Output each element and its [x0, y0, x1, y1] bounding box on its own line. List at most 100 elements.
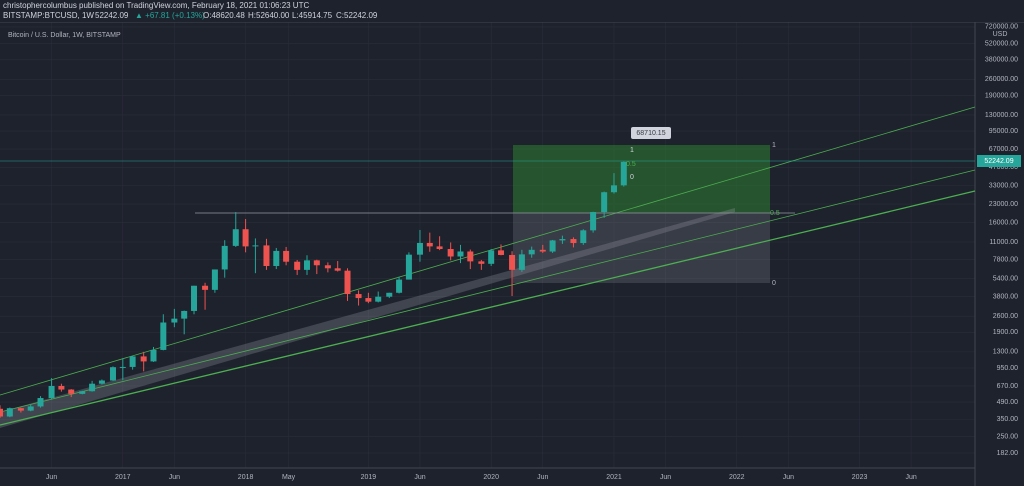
y-tick-label: 67000.00 [989, 146, 1018, 153]
candle-body [181, 310, 188, 319]
y-tick-label: 260000.00 [985, 76, 1018, 83]
y-tick-label: 95000.00 [989, 128, 1018, 135]
candle-body [150, 349, 157, 362]
candle-body [17, 408, 24, 411]
candle-body [467, 251, 474, 262]
candle-body [263, 245, 270, 266]
x-tick-label: Jun [660, 474, 671, 481]
candle-body [294, 261, 301, 270]
y-tick-label: 11000.00 [989, 239, 1018, 246]
candle-body [436, 246, 443, 250]
candle-body [283, 250, 290, 262]
candle-body [375, 296, 382, 302]
y-tick-label: 23000.00 [989, 201, 1018, 208]
y-tick-label: 720000.00 [985, 24, 1018, 31]
x-tick-label: 2020 [483, 474, 499, 481]
y-tick-label: 33000.00 [989, 182, 1018, 189]
axis-unit: USD [993, 31, 1008, 38]
y-tick-label: 1300.00 [993, 349, 1018, 356]
candle-body [140, 356, 147, 362]
candle-body [620, 161, 627, 186]
y-axis: 720000.00 520000.00 380000.00 260000.00 1900… [985, 24, 1018, 457]
ohlc: C:52242.09 [336, 11, 378, 20]
candle-body [488, 250, 495, 264]
fib-label: 0 [630, 174, 634, 181]
author-line: christophercolumbus published on Trading… [3, 1, 309, 10]
x-tick-label: 2018 [238, 474, 254, 481]
y-tick-label: 2600.00 [993, 313, 1018, 320]
ohlc: H:52640.00 [248, 11, 290, 20]
candles [0, 161, 627, 418]
x-tick-label: 2019 [361, 474, 377, 481]
candle-body [396, 279, 403, 293]
chart-title: Bitcoin / U.S. Dollar, 1W, BITSTAMP [8, 32, 121, 39]
x-tick-label: Jun [905, 474, 916, 481]
fib-label: 0 [772, 280, 776, 287]
y-tick-label: 670.00 [997, 383, 1019, 390]
x-tick-label: Jun [783, 474, 794, 481]
candle-body [202, 285, 209, 290]
fib-label: 0.5 [626, 161, 636, 168]
candle-body [171, 318, 178, 323]
candle-body [601, 192, 608, 213]
candle-body [68, 389, 75, 394]
y-tick-label: 47000.00 [989, 164, 1018, 171]
channel [0, 208, 735, 428]
candle-body [0, 408, 3, 417]
candle-body [344, 270, 351, 295]
y-tick-label: 190000.00 [985, 92, 1018, 99]
candle-body [109, 367, 116, 381]
candle-body [313, 260, 320, 266]
x-tick-label: 2017 [115, 474, 131, 481]
y-tick-label: 5400.00 [993, 275, 1018, 282]
ohlc: O:48620.48 [203, 11, 245, 20]
candle-body [447, 249, 454, 257]
change: ▲ +67.81 (+0.13%) [135, 11, 205, 20]
candle-body [386, 292, 393, 297]
candle-body [518, 254, 525, 270]
y-tick-label: 490.00 [997, 399, 1019, 406]
candle-body [48, 385, 55, 399]
candle-body [334, 268, 341, 271]
candle-body [559, 239, 566, 241]
candle-body [528, 249, 535, 255]
candle-body [365, 298, 372, 302]
x-tick-label: 2021 [606, 474, 622, 481]
y-tick-label: 3800.00 [993, 294, 1018, 301]
x-tick-label: 2022 [729, 474, 745, 481]
x-tick-label: 2023 [852, 474, 868, 481]
candle-body [580, 230, 587, 244]
candle-body [191, 285, 198, 311]
candle-body [37, 398, 44, 407]
y-tick-label: 250.00 [997, 434, 1019, 441]
candle-body [273, 250, 280, 266]
y-tick-label: 1900.00 [993, 329, 1018, 336]
y-tick-label: 7800.00 [993, 257, 1018, 264]
y-tick-label: 16000.00 [989, 220, 1018, 227]
y-tick-label: 380000.00 [985, 57, 1018, 64]
candle-body [426, 242, 433, 247]
x-tick-label: May [282, 474, 296, 481]
candle-body [79, 391, 86, 394]
candle-body [549, 240, 556, 252]
y-tick-label: 520000.00 [985, 40, 1018, 47]
grid [0, 22, 975, 468]
candle-body [58, 385, 65, 390]
x-tick-label: Jun [169, 474, 180, 481]
fib-label: 1 [630, 147, 634, 154]
candle-body [119, 366, 126, 368]
candle-body [416, 242, 423, 255]
candle-body [242, 229, 249, 247]
y-tick-label: 950.00 [997, 365, 1019, 372]
candle-body [610, 185, 617, 193]
trend-line [0, 190, 976, 426]
fib-label: 1 [772, 142, 776, 149]
candle-body [457, 251, 464, 257]
candle-body [89, 383, 96, 392]
price-tag [977, 155, 1021, 167]
last-price: 52242.09 [95, 11, 129, 20]
x-tick-label: Jun [414, 474, 425, 481]
candle-body [232, 229, 239, 246]
